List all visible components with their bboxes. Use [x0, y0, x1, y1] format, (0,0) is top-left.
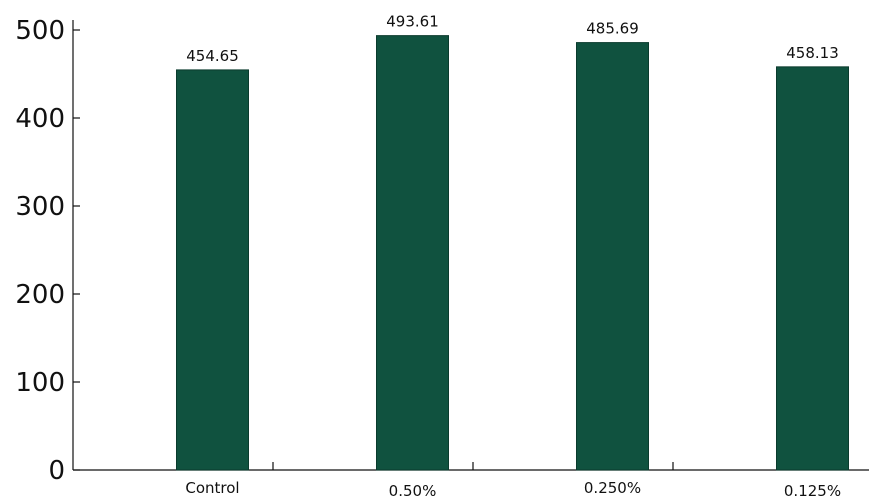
data-label: 458.13	[786, 44, 839, 62]
bars	[176, 35, 849, 471]
bar	[376, 35, 449, 471]
bar	[576, 42, 649, 471]
bar	[176, 69, 249, 471]
x-tick-label: 0.250%	[584, 479, 641, 497]
y-tick-label: 0	[48, 456, 65, 486]
y-tick-label: 100	[15, 368, 65, 398]
x-tick-label: 0.125%	[784, 482, 841, 500]
y-tick-label: 300	[15, 192, 65, 222]
data-label: 485.69	[586, 20, 639, 38]
bar	[776, 66, 849, 471]
y-tick-label: 200	[15, 280, 65, 310]
x-tick-label: 0.50%	[389, 482, 437, 500]
y-tick-label: 500	[15, 16, 65, 46]
x-tick-label: Control	[185, 479, 239, 497]
y-tick-label: 400	[15, 104, 65, 134]
labels: 454.65 Control 493.61 0.50% 485.69 0.250% 458.…	[185, 13, 841, 500]
data-label: 454.65	[186, 47, 239, 65]
data-label: 493.61	[386, 13, 439, 31]
